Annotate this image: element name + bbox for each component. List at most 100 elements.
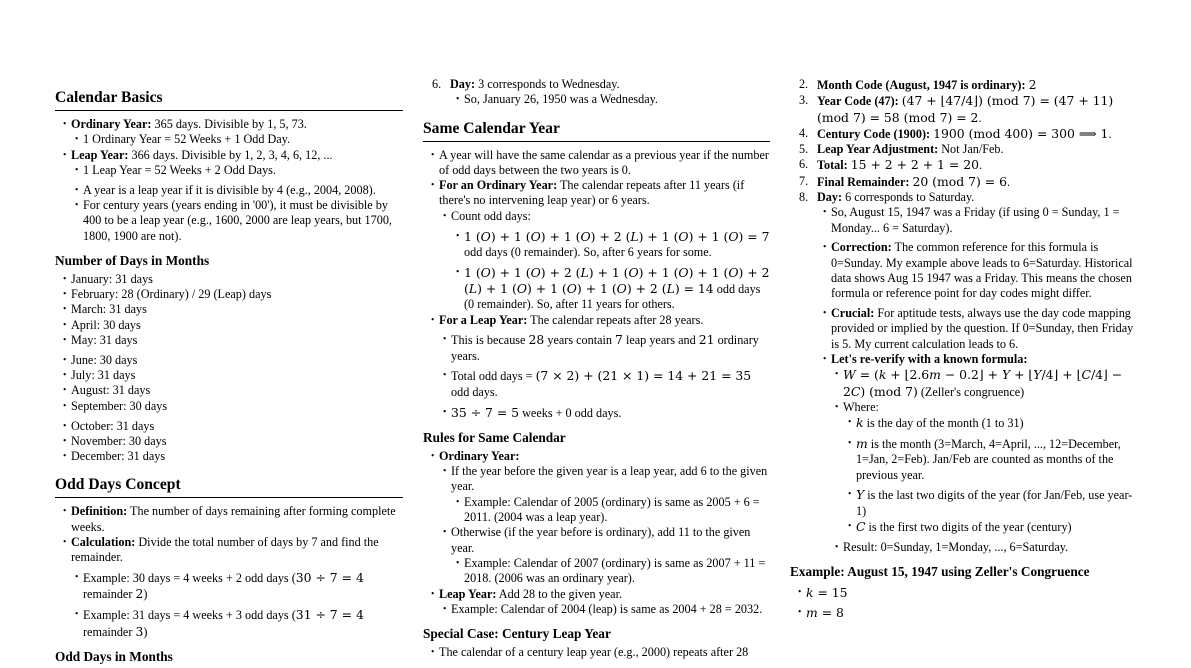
bullet-text: This is because 28 years contain 7 leap … [451,332,770,364]
bullet-marker: • [443,370,447,381]
bullet-text: Let's re-verify with a known formula: [831,352,1142,367]
bullet-text: So, January 26, 1950 was a Wednesday. [464,92,770,107]
math-run: 21 [698,332,715,348]
text-run: 366 days. Divisible by 1, 2, 3, 4, 6, 12… [128,147,333,162]
text-run: If the year before the given year is a l… [451,464,768,494]
bullet-marker: • [798,587,802,598]
item-number: 5. [799,142,809,157]
item-number: 4. [799,125,809,140]
bullet-marker: • [63,320,67,331]
bullet-marker: • [75,200,79,211]
bullet-item: • k = 15 [798,585,1142,601]
text-run: Divide the total number of days by 7 and… [71,535,379,565]
bullet-text: Leap Year: 366 days. Divisible by 1, 2, … [71,148,403,163]
item-number: 3. [799,93,809,108]
math-run: 35 ÷ 7 = 5 [451,404,520,420]
math-run: 1900 (mod 400) = 300 ⟹ 1 [933,125,1109,141]
bullet-marker: • [63,506,67,517]
text-run: For aptitude tests, always use the day c… [831,306,1134,351]
math-run: 1 (O) + 1 (O) + 1 (O) + 2 (L) + 1 (O) + … [464,228,770,244]
bullet-text: Total odd days = (7 × 2) + (21 × 1) = 14… [451,368,770,400]
text-run: . [978,110,982,125]
math-run: 7 [615,332,623,348]
text-run: leap years and [622,333,699,348]
bullet-text: June: 30 days [71,353,403,368]
text-run: August: 31 days [71,383,151,398]
bullet-text: Correction: The common reference for thi… [831,240,1142,301]
math-run: (47 + ⌊47/4⌋) (mod 7) = (47 + 11) (mod 7… [817,93,1114,125]
bullet-text: The calendar of a century leap year (e.g… [439,645,770,660]
bullet-text: Example: Calendar of 2007 (ordinary) is … [464,556,770,587]
math-run: k = 15 [806,584,848,600]
math-run: m [856,436,868,452]
bullet-item: • For century years (years ending in '00'… [75,198,403,244]
bold-run: For a Leap Year: [439,312,528,327]
bullet-item: • Definition: The number of days remainin… [63,504,403,535]
bullet-item: • A year is a leap year if it is divisibl… [75,183,403,198]
bullet-item: • Leap Year: Add 28 to the given year. [431,587,770,602]
text-run: April: 30 days [71,317,141,332]
text-run: ordinary years. [451,333,759,363]
bullet-text: m = 8 [806,605,1142,621]
numbered-text: Month Code (August, 1947 is ordinary): 2 [817,77,1142,93]
bullet-item: • May: 31 days [63,333,403,348]
bullet-item: • Example: 31 days = 4 weeks + 3 odd days… [75,607,403,640]
bullet-marker: • [431,589,435,600]
numbered-text: Total: 15 + 2 + 2 + 1 = 20. [817,157,1142,173]
text-run: The calendar repeats after 28 years. [527,312,704,327]
bullet-marker: • [443,466,447,477]
text-run: (Zeller's congruence) [917,384,1025,399]
text-run: Example: 31 days = 4 weeks + 3 odd days … [83,608,296,623]
bullet-text: Where: [843,400,1142,415]
text-run: 6 corresponds to Saturday. [842,190,975,205]
math-run: Y [856,487,865,503]
text-run: December: 31 days [71,449,166,464]
bold-run: Correction: [831,240,892,255]
text-run: . [1006,174,1011,189]
bullet-item: • If the year before the given year is a … [443,464,770,495]
text-run: The common reference for this formula is… [831,240,1133,301]
bullet-text: November: 30 days [71,434,403,449]
bullet-marker: • [63,119,67,130]
bullet-marker: • [823,354,827,365]
math-run: 2 [135,586,144,602]
bold-run: Century Code (1900): [817,126,931,141]
text-run: Where: [843,399,879,414]
text-run: odd days. [451,384,498,399]
bullet-marker: • [75,185,79,196]
bullet-marker: • [63,289,67,300]
bold-run: Calculation: [71,535,136,550]
bullet-marker: • [835,542,839,553]
text-run: A year will have the same calendar as a … [439,147,769,177]
text-run: remainder [83,624,136,639]
bullet-text: 1 Leap Year = 52 Weeks + 2 Odd Days. [83,163,403,178]
bullet-marker: • [835,369,839,380]
text-run: Example: Calendar of 2007 (ordinary) is … [464,555,766,586]
bold-run: Crucial: [831,306,875,321]
bold-run: Let's re-verify with a known formula: [831,352,1028,367]
numbered-text: Year Code (47): (47 + ⌊47/4⌋) (mod 7) = … [817,93,1142,126]
bullet-marker: • [456,94,460,105]
bullet-item: • March: 31 days [63,302,403,317]
bullet-marker: • [443,407,447,418]
text-run: Not Jan/Feb. [938,142,1004,157]
numbered-text: Day: 3 corresponds to Wednesday. [450,77,770,92]
bold-run: Ordinary Year: [439,448,520,463]
text-run: February: 28 (Ordinary) / 29 (Leap) days [71,287,272,302]
text-run: This is because [451,333,529,348]
item-number: 6. [799,157,809,172]
bullet-text: If the year before the given year is a l… [451,464,770,495]
text-run: Count odd days: [451,208,531,223]
numbered-text: Leap Year Adjustment: Not Jan/Feb. [817,142,1142,157]
bullet-marker: • [431,647,435,658]
math-run: 2 [1028,77,1037,92]
bullet-marker: • [456,558,460,569]
text-run: 365 days. Divisible by 1, 5, 73. [151,117,307,131]
bold-run: For an Ordinary Year: [439,178,558,193]
math-run: 20 (mod 7) = 6 [912,173,1007,189]
bullet-item: • August: 31 days [63,383,403,398]
bullet-marker: • [456,267,460,278]
bullet-item: • 1 (O) + 1 (O) + 1 (O) + 2 (L) + 1 (O) +… [456,229,770,261]
bullet-text: August: 31 days [71,383,403,398]
bullet-text: October: 31 days [71,419,403,434]
